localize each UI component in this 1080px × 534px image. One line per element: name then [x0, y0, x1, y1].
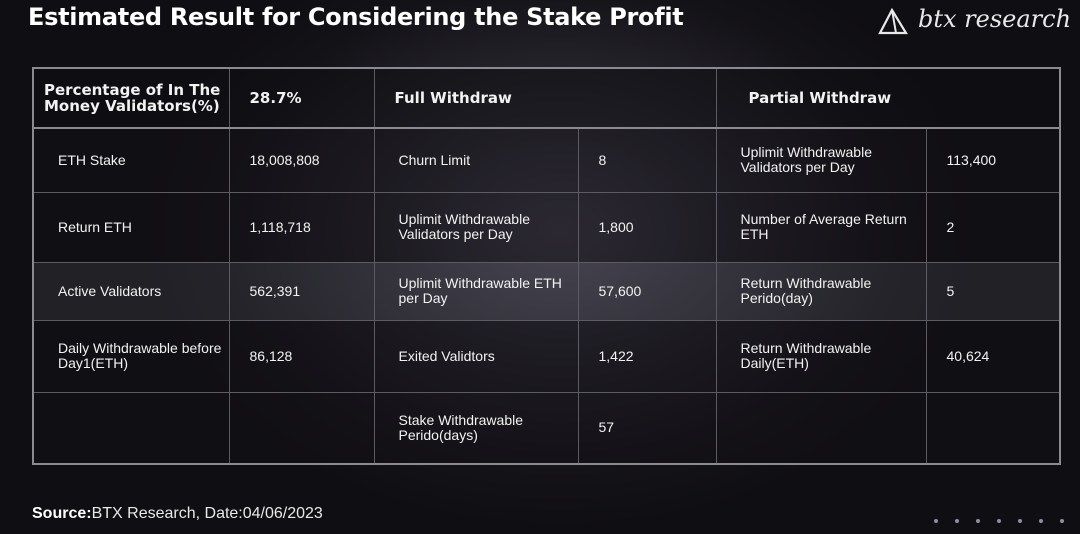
partial-label: Return Withdrawable Daily(ETH)	[715, 319, 927, 393]
partial-value	[925, 391, 1061, 465]
full-value: 8	[577, 127, 717, 193]
table-header-row: Percentage of In The Money Validators(%)…	[32, 67, 1061, 129]
table-row: ETH Stake 18,008,808 Churn Limit 8 Uplim…	[32, 127, 1061, 193]
partial-value: 2	[925, 191, 1061, 263]
full-value: 1,422	[577, 319, 717, 393]
full-label: Uplimit Withdrawable ETH per Day	[373, 261, 579, 321]
full-label: Churn Limit	[373, 127, 579, 193]
row-value: 562,391	[228, 261, 375, 321]
partial-withdraw-header: Partial Withdraw	[715, 67, 1061, 129]
partial-label: Number of Average Return ETH	[715, 191, 927, 263]
partial-value: 40,624	[925, 319, 1061, 393]
partial-label: Return Withdrawable Perido(day)	[715, 261, 927, 321]
full-value: 57	[577, 391, 717, 465]
source-note: Source:BTX Research, Date:04/06/2023	[32, 505, 323, 523]
table-row: Stake Withdrawable Perido(days) 57	[32, 391, 1061, 465]
partial-label: Uplimit Withdrawable Validators per Day	[715, 127, 927, 193]
row-value: 1,118,718	[228, 191, 375, 263]
brand-logo: btx research	[876, 2, 1071, 38]
row-label	[32, 391, 230, 465]
source-label: Source:	[32, 505, 92, 522]
triangle-logo-icon	[878, 7, 908, 35]
row-value	[228, 391, 375, 465]
source-text: BTX Research, Date:04/06/2023	[91, 505, 323, 522]
partial-label	[715, 391, 927, 465]
full-value: 1,800	[577, 191, 717, 263]
row-label: Return ETH	[32, 191, 230, 263]
full-label: Exited Validtors	[373, 319, 579, 393]
decorative-dots	[930, 519, 1080, 529]
row-label: Daily Withdrawable before Day1(ETH)	[32, 319, 230, 393]
full-label: Stake Withdrawable Perido(days)	[373, 391, 579, 465]
row-label: ETH Stake	[32, 127, 230, 193]
percentage-label: Percentage of In The Money Validators(%)	[32, 67, 230, 129]
partial-value: 113,400	[925, 127, 1061, 193]
row-value: 86,128	[228, 319, 375, 393]
full-withdraw-header: Full Withdraw	[373, 67, 717, 129]
row-value: 18,008,808	[228, 127, 375, 193]
results-table: Percentage of In The Money Validators(%)…	[32, 67, 1061, 465]
page-title: Estimated Result for Considering the Sta…	[28, 3, 684, 31]
table-row: Daily Withdrawable before Day1(ETH) 86,1…	[32, 319, 1061, 393]
full-value: 57,600	[577, 261, 717, 321]
logo-text: btx research	[918, 5, 1072, 33]
row-label: Active Validators	[32, 261, 230, 321]
table-row: Active Validators 562,391 Uplimit Withdr…	[32, 261, 1061, 321]
full-label: Uplimit Withdrawable Validators per Day	[373, 191, 579, 263]
table-row: Return ETH 1,118,718 Uplimit Withdrawabl…	[32, 191, 1061, 263]
partial-value: 5	[925, 261, 1061, 321]
percentage-value: 28.7%	[228, 67, 375, 129]
